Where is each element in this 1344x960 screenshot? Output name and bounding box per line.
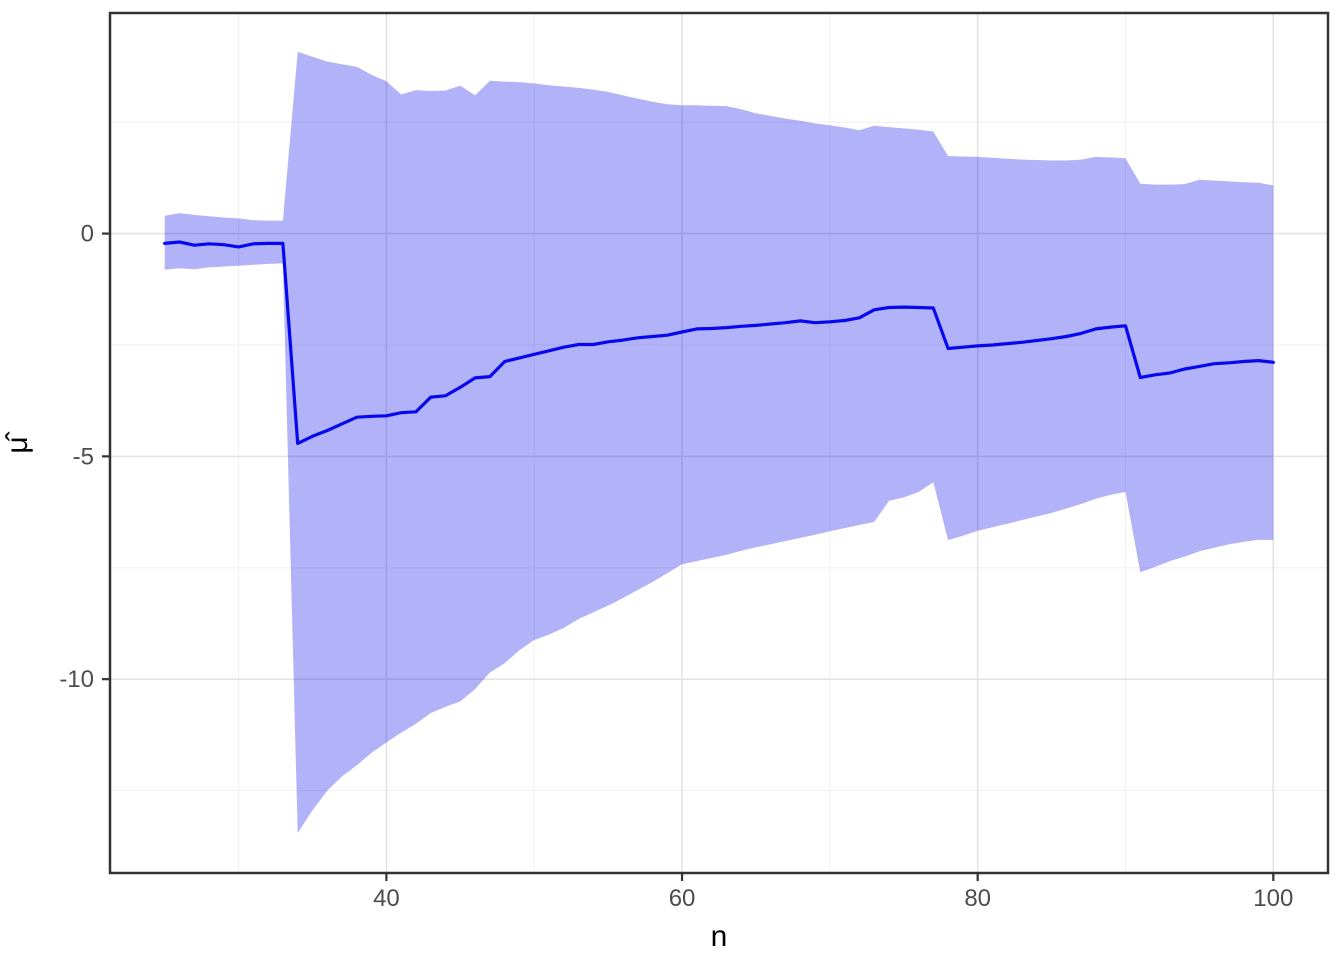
x-tick-label: 80 xyxy=(964,885,991,912)
x-axis-tick-labels: 40 60 80 100 xyxy=(373,885,1293,912)
y-axis-tick-labels: 0 -5 -10 xyxy=(59,221,94,694)
estimate-line-path xyxy=(163,240,1275,445)
minor-gridlines xyxy=(110,13,1328,873)
confidence-ribbon-area xyxy=(164,51,1274,833)
y-tick-label: -5 xyxy=(73,443,94,470)
x-tick-label: 60 xyxy=(669,885,696,912)
x-tick-label: 40 xyxy=(373,885,400,912)
estimate-line xyxy=(163,240,1275,445)
axis-tick-marks xyxy=(102,232,1275,881)
y-tick-label: 0 xyxy=(81,221,94,248)
y-tick-label: -10 xyxy=(59,666,94,693)
confidence-ribbon xyxy=(164,51,1274,833)
major-gridlines xyxy=(110,13,1328,873)
x-tick-label: 100 xyxy=(1253,885,1293,912)
x-axis-title: n xyxy=(710,920,728,953)
panel-border xyxy=(108,11,1330,875)
y-axis-title: μ̂ xyxy=(1,436,34,454)
